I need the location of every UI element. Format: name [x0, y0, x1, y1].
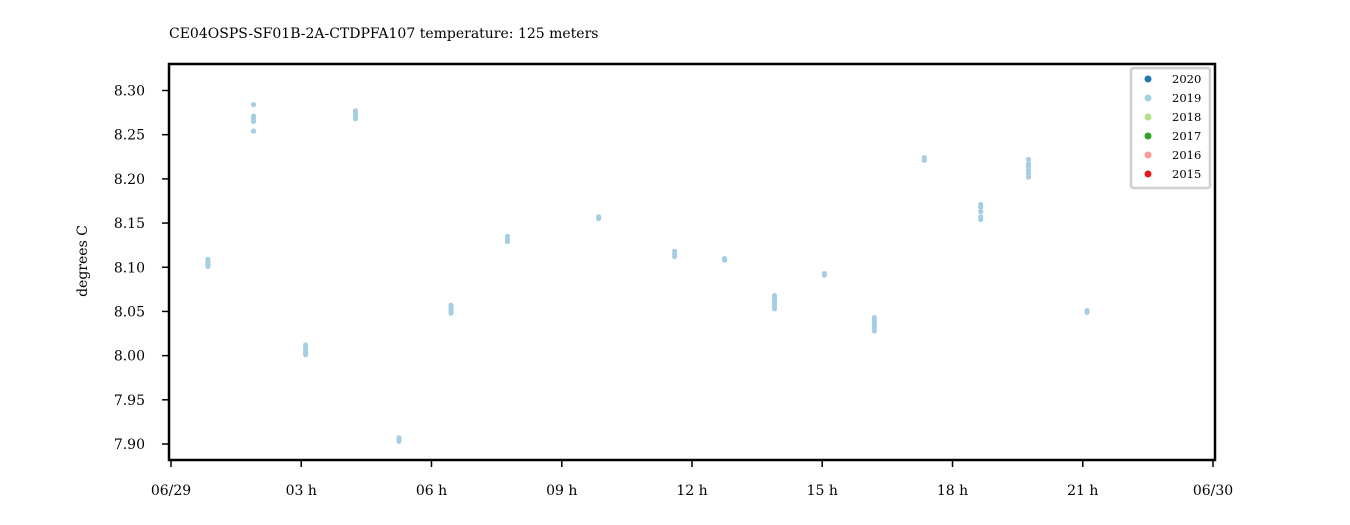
y-tick-label: 8.20	[114, 172, 145, 188]
legend-label-2019: 2019	[1172, 91, 1201, 105]
data-point-2019	[448, 303, 453, 308]
data-point-2019	[353, 116, 358, 121]
y-tick-label: 8.30	[114, 84, 145, 100]
data-point-2019	[205, 257, 210, 262]
x-tick-label: 09 h	[546, 483, 577, 499]
y-axis-label: degrees C	[75, 225, 91, 297]
data-point-2019	[251, 102, 256, 107]
legend-marker-2017	[1145, 133, 1152, 140]
data-point-2019	[978, 202, 983, 207]
legend-label-2017: 2017	[1172, 129, 1201, 143]
x-tick-label: 06/29	[151, 483, 191, 499]
data-point-2019	[722, 256, 727, 261]
legend-label-2018: 2018	[1172, 110, 1201, 124]
legend-marker-2018	[1145, 114, 1152, 121]
data-point-2019	[978, 214, 983, 219]
x-tick-label: 03 h	[286, 483, 317, 499]
x-tick-label: 18 h	[937, 483, 968, 499]
data-point-2019	[922, 155, 927, 160]
data-point-2019	[822, 271, 827, 276]
data-points	[205, 102, 1089, 444]
legend-label-2020: 2020	[1172, 72, 1201, 86]
y-tick-label: 8.15	[114, 216, 145, 232]
data-point-2019	[672, 249, 677, 254]
data-point-2019	[872, 315, 877, 320]
data-point-2019	[772, 293, 777, 298]
y-tick-label: 8.25	[114, 128, 145, 144]
chart-title: CE04OSPS-SF01B-2A-CTDPFA107 temperature:…	[169, 26, 598, 42]
y-tick-label: 7.95	[114, 393, 145, 409]
legend-label-2016: 2016	[1172, 148, 1201, 162]
legend-marker-2020	[1145, 76, 1152, 83]
legend: 2020 2019 2018 2017 2016 2015	[1131, 68, 1210, 188]
plot-frame	[169, 64, 1215, 460]
data-point-2019	[1026, 157, 1031, 162]
x-tick-label: 06/30	[1193, 483, 1233, 499]
y-tick-label: 8.00	[114, 349, 145, 365]
legend-marker-2019	[1145, 95, 1152, 102]
x-tick-label: 12 h	[676, 483, 707, 499]
data-point-2019	[596, 214, 601, 219]
x-tick-label: 06 h	[416, 483, 447, 499]
y-tick-label: 8.05	[114, 304, 145, 320]
y-tick-label: 8.10	[114, 260, 145, 276]
data-point-2019	[251, 119, 256, 124]
legend-marker-2015	[1145, 171, 1152, 178]
x-tick-label: 21 h	[1067, 483, 1098, 499]
y-tick-label: 7.90	[114, 437, 145, 453]
data-point-2019	[303, 342, 308, 347]
legend-marker-2016	[1145, 152, 1152, 159]
data-point-2019	[396, 435, 401, 440]
legend-label-2015: 2015	[1172, 167, 1201, 181]
y-axis: 7.90 7.95 8.00 8.05 8.10 8.15 8.20 8.25 8.30	[114, 84, 169, 454]
data-point-2019	[505, 234, 510, 239]
data-point-2019	[251, 129, 256, 134]
data-point-2019	[1084, 308, 1089, 313]
x-tick-label: 15 h	[807, 483, 838, 499]
x-axis: 06/29 03 h 06 h 09 h 12 h 15 h 18 h 21 h 06/30	[151, 460, 1233, 499]
